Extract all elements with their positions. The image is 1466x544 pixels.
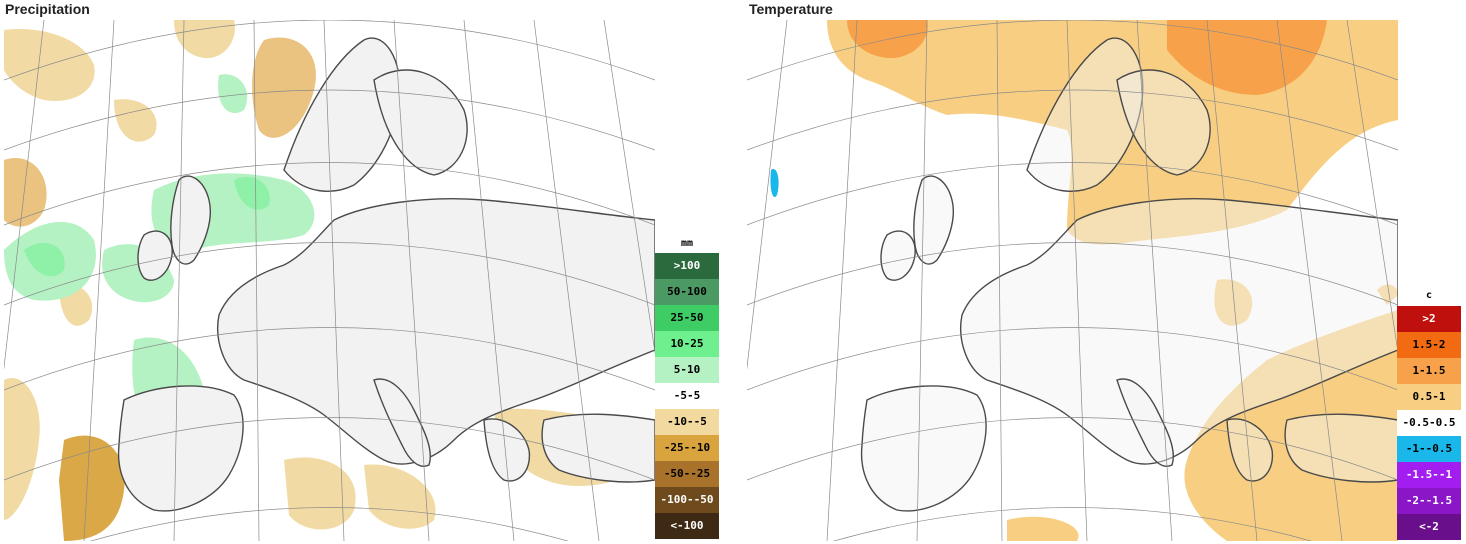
legend-item: 25-50 xyxy=(655,305,719,331)
legend-item: -2--1.5 xyxy=(1397,488,1461,514)
legend-item: -100--50 xyxy=(655,487,719,513)
legend-unit: mm xyxy=(680,238,694,249)
warm-anomaly-areas xyxy=(827,20,1398,541)
legend-item: -10--5 xyxy=(655,409,719,435)
precipitation-map xyxy=(4,20,655,541)
cold-anomaly-areas xyxy=(770,169,779,198)
legend-item: -5-5 xyxy=(655,383,719,409)
legend-item: -25--10 xyxy=(655,435,719,461)
dry-anomaly-areas xyxy=(4,20,655,541)
legend-item: 5-10 xyxy=(655,357,719,383)
temperature-legend: c >2 1.5-2 1-1.5 0.5-1 -0.5-0.5 -1--0.5 -1.5--… xyxy=(1397,286,1461,540)
legend-item: 0.5-1 xyxy=(1397,384,1461,410)
ireland xyxy=(137,230,173,281)
legend-item: 50-100 xyxy=(655,279,719,305)
legend-item: -0.5-0.5 xyxy=(1397,410,1461,436)
panel-title: Temperature xyxy=(749,1,833,17)
legend-item: -50--25 xyxy=(655,461,719,487)
anatolia xyxy=(541,413,655,483)
panel-title: Precipitation xyxy=(5,1,90,17)
legend-item: -1.5--1 xyxy=(1397,462,1461,488)
land-masses xyxy=(117,37,655,512)
temperature-panel: Temperature xyxy=(744,0,1466,544)
graticule xyxy=(4,20,655,541)
iberia xyxy=(117,385,244,512)
legend-unit: c xyxy=(1425,290,1433,301)
finland xyxy=(373,69,468,176)
legend-item: >2 xyxy=(1397,306,1461,332)
legend-item: 1.5-2 xyxy=(1397,332,1461,358)
legend-item: 1-1.5 xyxy=(1397,358,1461,384)
land-masses xyxy=(860,37,1398,512)
legend-item: -1--0.5 xyxy=(1397,436,1461,462)
temperature-map xyxy=(747,20,1398,541)
precipitation-legend: mm >100 50-100 25-50 10-25 5-10 -5-5 -10--5 -25… xyxy=(655,235,719,539)
legend-item: >100 xyxy=(655,253,719,279)
legend-item: <-100 xyxy=(655,513,719,539)
graticule xyxy=(747,20,1398,541)
greece xyxy=(483,418,531,482)
legend-item: <-2 xyxy=(1397,514,1461,540)
legend-item: 10-25 xyxy=(655,331,719,357)
precipitation-panel: Precipitation xyxy=(0,0,722,544)
italy xyxy=(373,378,431,467)
